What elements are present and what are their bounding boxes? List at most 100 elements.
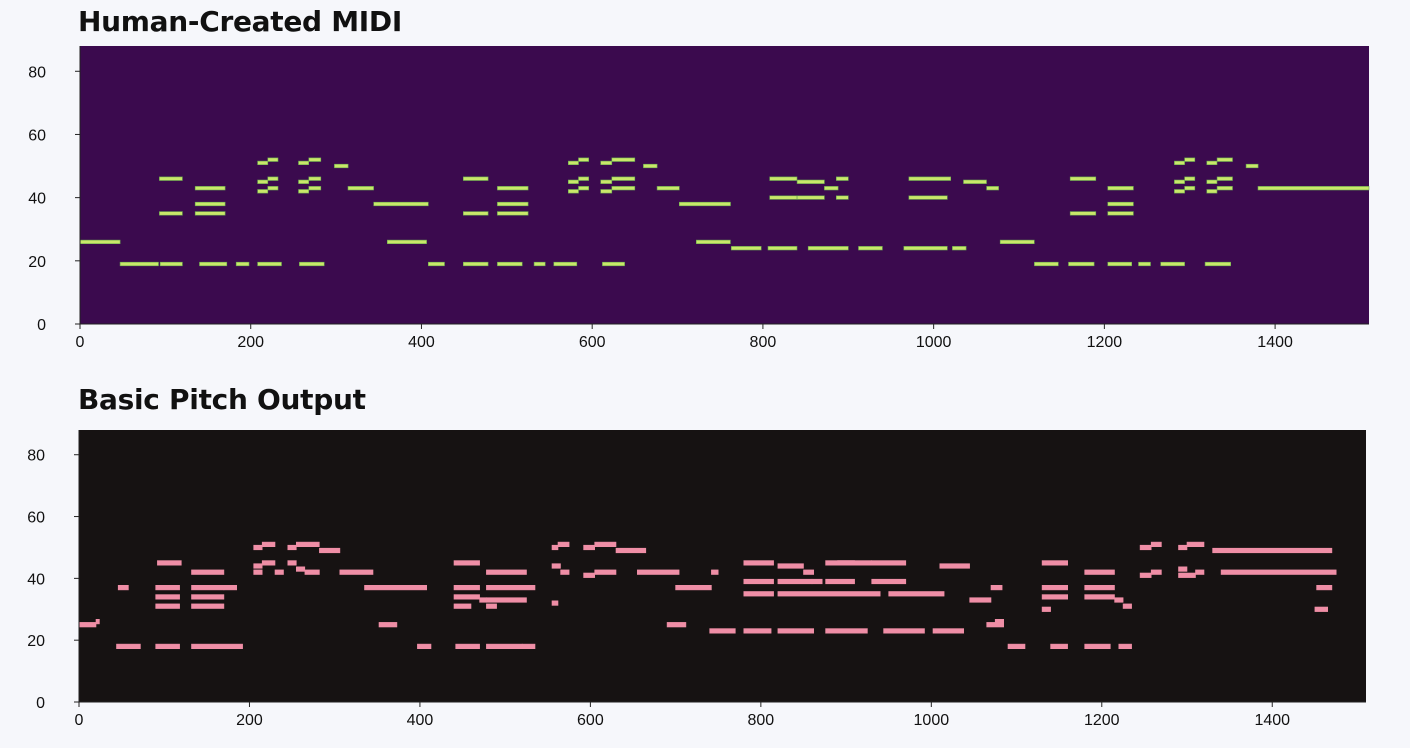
note-bar xyxy=(257,160,269,166)
note-bar xyxy=(287,544,297,551)
note-bar xyxy=(1139,544,1152,551)
note-bar xyxy=(615,547,647,554)
note-bar xyxy=(1068,261,1095,267)
note-bar xyxy=(479,597,487,603)
note-bar xyxy=(1107,211,1134,216)
note-bar xyxy=(709,628,736,634)
note-bar xyxy=(1178,566,1188,572)
note-bar xyxy=(1206,179,1218,184)
human-midi-piano-roll: 0 200 400 600 800 1000 1200 1400 0 20 40 60 80 xyxy=(28,46,1370,351)
note-bar xyxy=(308,157,322,162)
x-tick-label: 1400 xyxy=(1254,712,1290,729)
note-bar xyxy=(583,572,595,578)
note-bar xyxy=(1107,201,1134,207)
note-bar xyxy=(578,186,589,191)
note-bar xyxy=(1178,572,1196,578)
note-bar xyxy=(1041,560,1068,566)
note-bar xyxy=(1216,157,1233,162)
y-tick-label: 40 xyxy=(28,191,46,208)
note-bar xyxy=(551,600,559,606)
note-bar xyxy=(155,594,180,600)
note-bar xyxy=(777,591,881,597)
note-bar xyxy=(78,622,97,628)
note-bar xyxy=(557,541,570,547)
note-bar xyxy=(533,261,546,267)
note-bar xyxy=(1206,189,1218,194)
note-bar xyxy=(600,189,613,194)
note-bar xyxy=(427,261,445,267)
note-bar xyxy=(497,186,529,191)
note-bar xyxy=(304,569,320,575)
y-tick-label: 60 xyxy=(27,510,45,527)
plot-area xyxy=(79,430,1366,702)
note-bar xyxy=(191,643,243,649)
note-bar xyxy=(497,201,529,207)
x-tick-label: 400 xyxy=(407,712,434,729)
note-bar xyxy=(191,584,225,591)
note-bar xyxy=(567,179,579,184)
note-bar xyxy=(1174,189,1185,194)
note-bar xyxy=(194,186,226,191)
note-bar xyxy=(743,628,772,634)
note-bar xyxy=(1160,261,1185,267)
note-bar xyxy=(825,578,855,585)
note-bar xyxy=(560,569,570,575)
note-bar xyxy=(287,560,297,566)
note-bar xyxy=(743,578,774,585)
note-bar xyxy=(908,195,948,200)
y-tick-label: 60 xyxy=(28,127,46,144)
note-bar xyxy=(551,544,559,551)
note-bar xyxy=(486,569,527,575)
note-bar xyxy=(95,618,100,625)
note-bar xyxy=(767,246,798,251)
note-bar xyxy=(1184,176,1196,181)
note-bar xyxy=(1206,160,1218,166)
note-bar xyxy=(1084,643,1111,649)
note-bar xyxy=(417,643,432,649)
note-bar xyxy=(1184,186,1196,191)
note-bar xyxy=(155,584,180,591)
note-bar xyxy=(777,628,815,634)
note-bar xyxy=(777,563,804,569)
note-bar xyxy=(888,591,945,597)
chart-title-basic-pitch: Basic Pitch Output xyxy=(78,383,366,416)
note-bar xyxy=(1204,261,1231,267)
note-bar xyxy=(1150,541,1162,547)
note-bar xyxy=(364,584,428,591)
note-bar xyxy=(611,186,636,191)
note-bar xyxy=(1195,569,1205,575)
note-bar xyxy=(453,584,480,591)
note-bar xyxy=(299,261,325,267)
note-bar xyxy=(116,643,141,649)
note-bar xyxy=(257,179,269,184)
note-bar xyxy=(730,246,762,251)
x-tick-label: 200 xyxy=(237,334,264,351)
note-bar xyxy=(257,189,269,194)
note-bar xyxy=(378,622,398,628)
note-bar xyxy=(1084,594,1115,600)
note-bar xyxy=(1118,643,1132,649)
note-bar xyxy=(602,261,625,267)
note-bar xyxy=(261,560,276,566)
note-bar xyxy=(453,594,480,600)
note-bar xyxy=(1041,584,1068,591)
note-bar xyxy=(837,560,872,566)
note-bar xyxy=(155,643,180,649)
note-bar xyxy=(1174,160,1185,166)
note-bar xyxy=(825,628,868,634)
y-tick-label: 0 xyxy=(36,695,45,712)
note-bar xyxy=(1216,186,1233,191)
note-bar xyxy=(1069,176,1097,181)
note-bar xyxy=(298,179,309,184)
note-bar xyxy=(347,186,374,191)
x-tick-label: 200 xyxy=(236,712,263,729)
note-bar xyxy=(769,176,798,181)
note-bar xyxy=(1212,547,1333,554)
plot-area xyxy=(80,46,1369,324)
note-bar xyxy=(1084,569,1115,575)
note-bar xyxy=(453,603,472,609)
note-bar xyxy=(261,541,276,547)
note-bar xyxy=(743,591,774,597)
note-bar xyxy=(611,157,636,162)
note-bar xyxy=(858,246,883,251)
